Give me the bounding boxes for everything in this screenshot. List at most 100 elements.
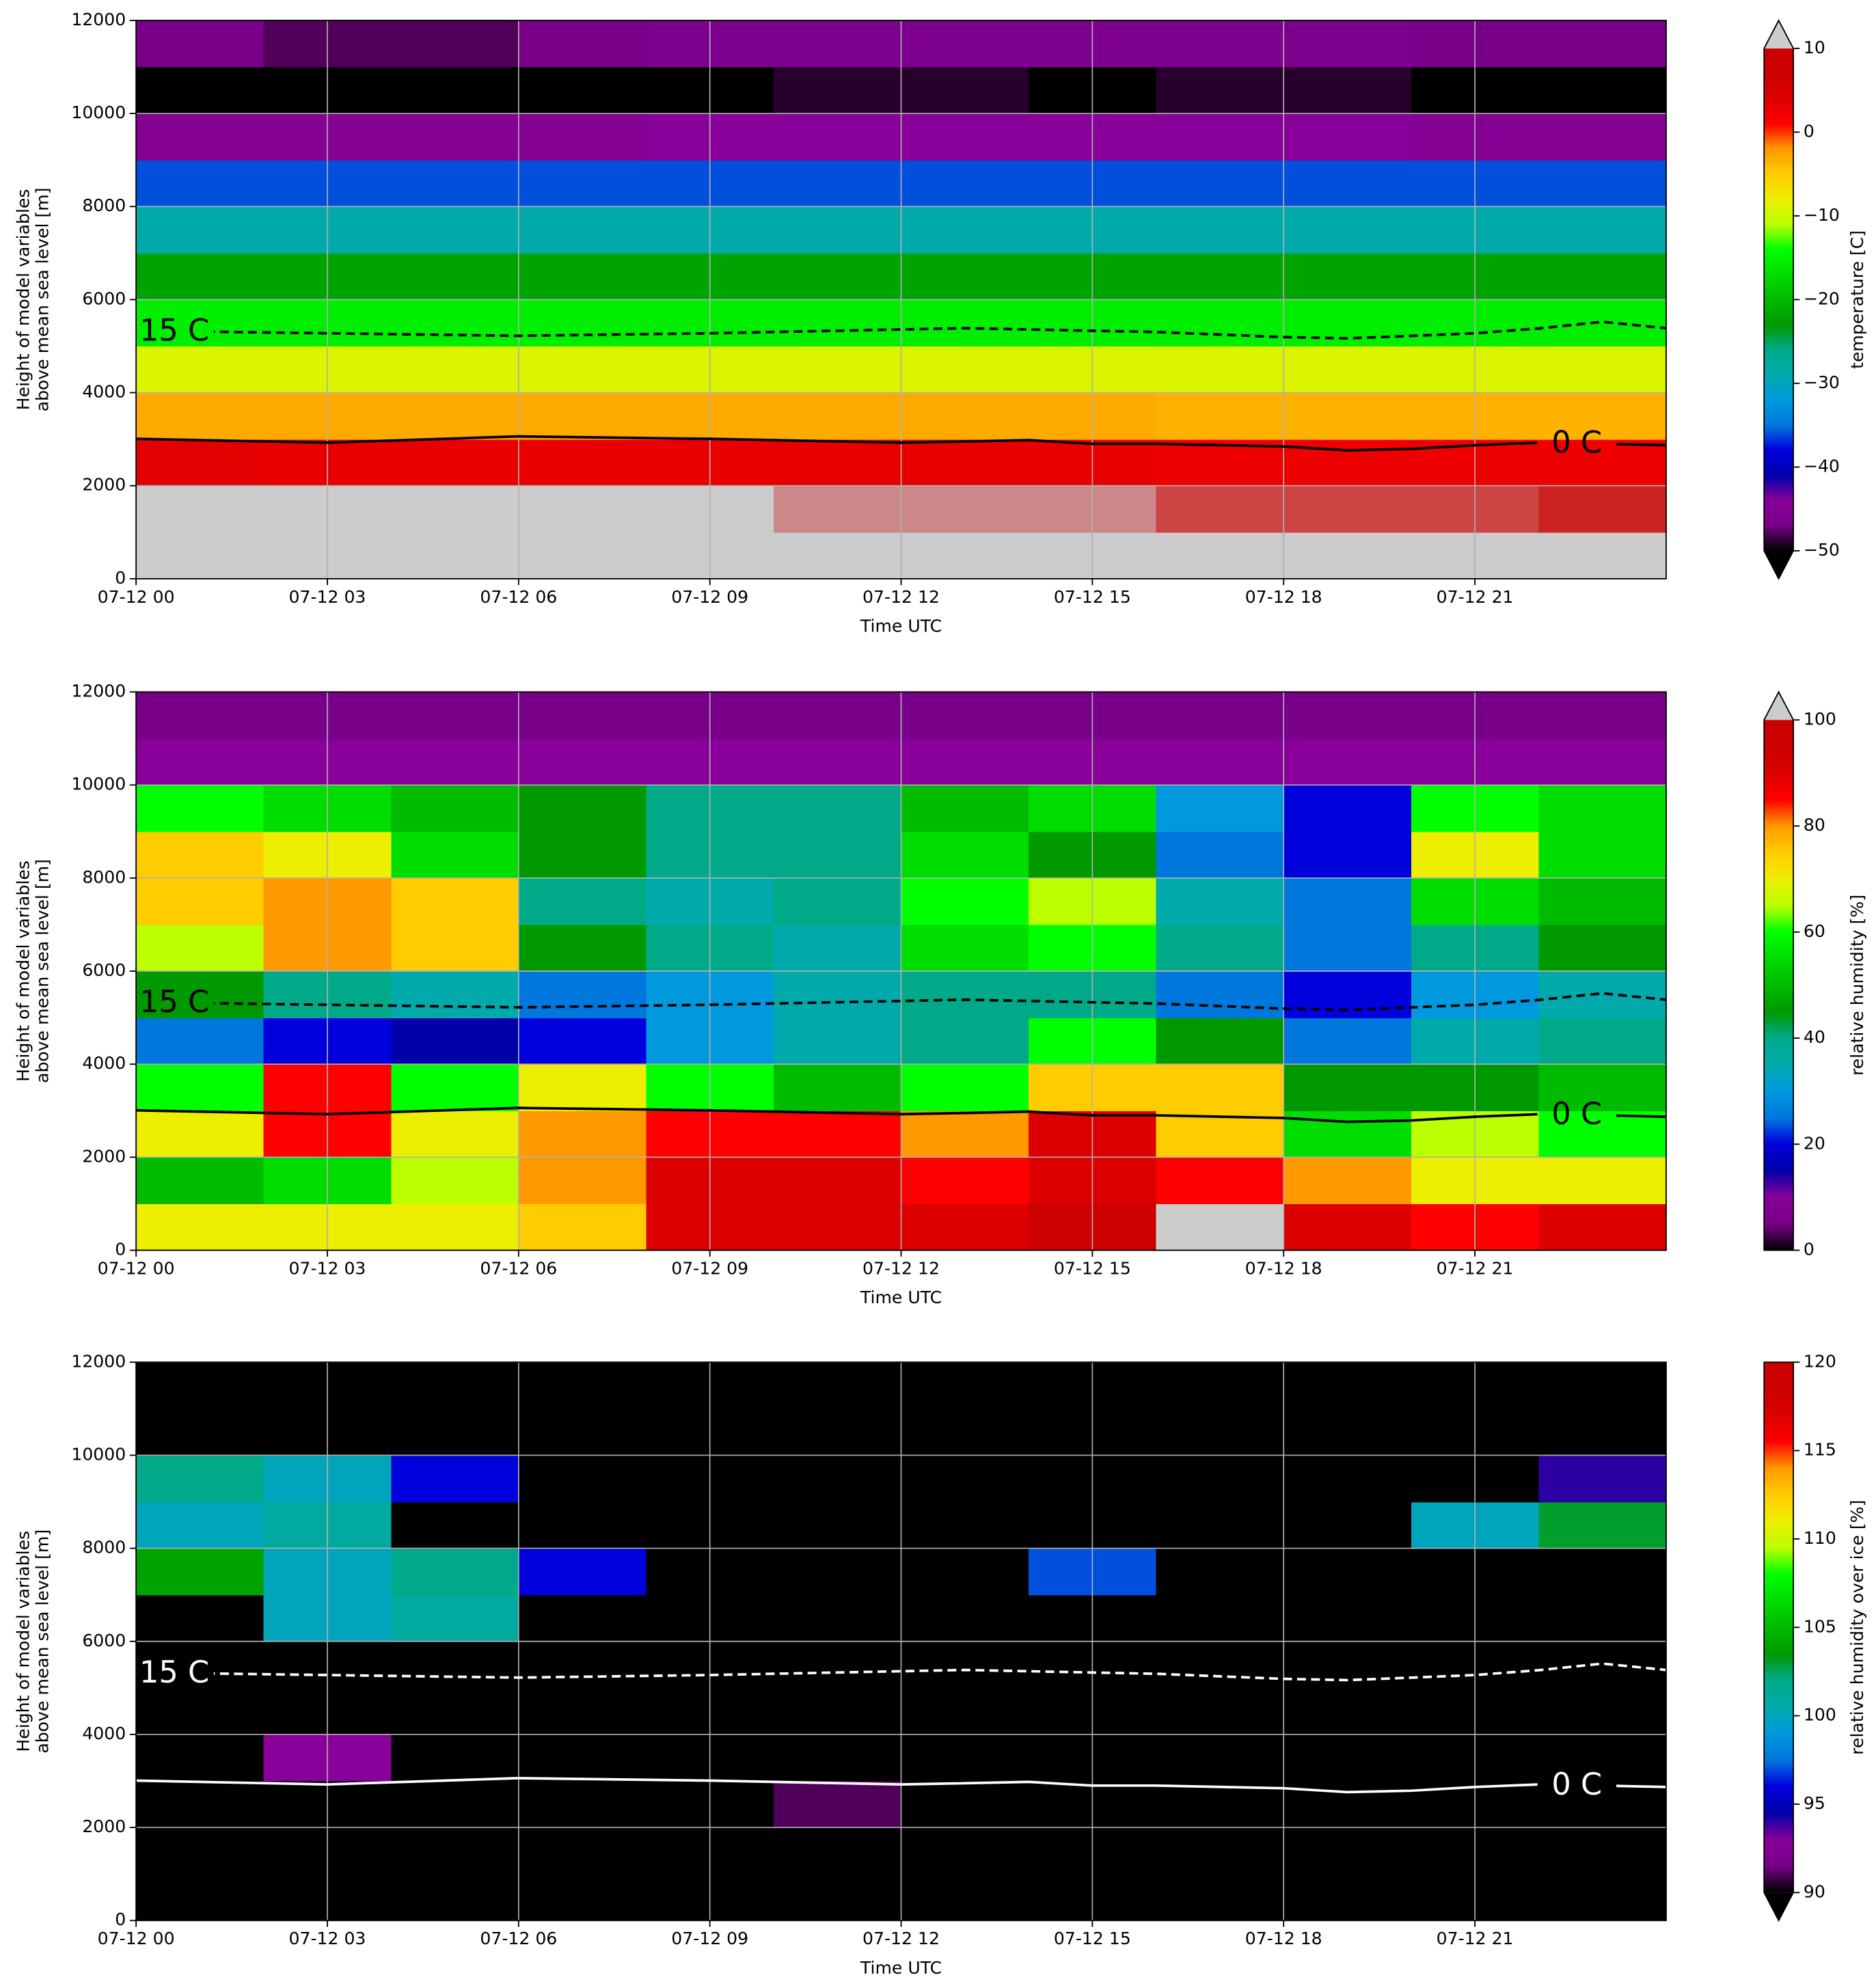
heatmap-cell (1538, 485, 1666, 533)
heatmap-cell (136, 1548, 264, 1596)
heatmap-cell (1538, 392, 1666, 440)
heatmap-cell (901, 877, 1029, 925)
heatmap-cell (1283, 532, 1412, 579)
heatmap-cell (1538, 532, 1666, 579)
y-tick-label: 6000 (82, 1631, 126, 1650)
heatmap-cell (518, 831, 647, 879)
heatmap-cell (773, 1827, 902, 1875)
heatmap-cell (1538, 113, 1666, 161)
x-tick-label: 07-12 12 (862, 1929, 940, 1948)
heatmap-cell (1156, 1018, 1284, 1065)
heatmap-cell (773, 113, 902, 161)
heatmap-cell (518, 1157, 647, 1205)
y-tick-label: 2000 (82, 475, 126, 495)
heatmap-cell (901, 1018, 1029, 1065)
heatmap-cell (136, 299, 264, 347)
heatmap-cell (1283, 253, 1412, 301)
heatmap-cell (1538, 299, 1666, 347)
x-tick-label: 07-12 21 (1437, 1929, 1514, 1948)
heatmap-cell (1283, 692, 1412, 739)
heatmap-cell (518, 1203, 647, 1251)
heatmap-cell (1538, 971, 1666, 1018)
heatmap-cell (136, 66, 264, 114)
heatmap-cell (136, 1018, 264, 1065)
colorbar-tick-label: 10 (1804, 38, 1825, 57)
heatmap-cell (901, 113, 1029, 161)
heatmap-cell (136, 346, 264, 394)
heatmap-cell (901, 253, 1029, 301)
heatmap-cell (391, 831, 519, 879)
heatmap-cell (773, 1874, 902, 1921)
panel: 0 C 15 C 07-12 00 07-12 03 07-12 06 07-12 09 0… (13, 10, 1867, 636)
colorbar-tick-label: 20 (1804, 1133, 1825, 1153)
heatmap-cell (136, 1362, 264, 1410)
heatmap-cell (1538, 253, 1666, 301)
heatmap-cell (1538, 1827, 1666, 1875)
colorbar-tick-label: 0 (1804, 121, 1814, 141)
heatmap-cell (1538, 1874, 1666, 1921)
heatmap-cell (136, 924, 264, 972)
heatmap-cell (1156, 20, 1284, 68)
heatmap-cell (1283, 1501, 1412, 1549)
heatmap-cell (773, 253, 902, 301)
heatmap-cell (1283, 924, 1412, 972)
heatmap-cell (773, 485, 902, 533)
heatmap-cell (1283, 738, 1412, 786)
heatmap-cell (1156, 113, 1284, 161)
heatmap-cell (518, 877, 647, 925)
heatmap-cell (1538, 1203, 1666, 1251)
y-tick-label: 6000 (82, 960, 126, 980)
colorbar-frame (1763, 690, 1794, 1251)
heatmap-cell (391, 20, 519, 68)
y-axis-label: Height of model variables (13, 1531, 33, 1752)
y-axis-label: Height of model variables (13, 189, 33, 411)
colorbar-label: temperature [C] (1847, 230, 1867, 369)
heatmap-cell (1538, 1157, 1666, 1205)
heatmap-cell (136, 113, 264, 161)
heatmap-cell (391, 877, 519, 925)
heatmap-cell (773, 1064, 902, 1111)
heatmap-cell (901, 1687, 1029, 1735)
y-tick-label: 12000 (71, 10, 126, 29)
heatmap-cell (901, 1064, 1029, 1111)
heatmap-cell (1283, 1408, 1412, 1456)
heatmap-cell (518, 1018, 647, 1065)
y-tick-label: 10000 (71, 103, 126, 122)
heatmap-cell (391, 299, 519, 347)
heatmap-cell (901, 924, 1029, 972)
heatmap-cell (391, 1548, 519, 1596)
heatmap-cell (136, 1641, 264, 1689)
heatmap-cell (901, 1874, 1029, 1921)
x-tick-label: 07-12 18 (1245, 1929, 1322, 1948)
heatmap-cell (136, 1781, 264, 1828)
y-tick-label: 12000 (71, 681, 126, 701)
y-tick-label: 2000 (82, 1146, 126, 1166)
heatmap-cell (1283, 1111, 1412, 1158)
x-tick-label: 07-12 03 (289, 1258, 366, 1278)
heatmap-cell (518, 392, 647, 440)
heatmap-cell (1538, 439, 1666, 487)
colorbar-frame (1763, 1361, 1794, 1922)
heatmap-cell (518, 1687, 647, 1735)
heatmap-cell (1156, 692, 1284, 739)
heatmap-cell (1156, 877, 1284, 925)
colorbar-tick-label: 90 (1804, 1881, 1825, 1901)
heatmap-cell (518, 971, 647, 1018)
x-axis-label: Time UTC (860, 616, 942, 636)
heatmap-cell (136, 532, 264, 579)
heatmap-cell (1283, 1203, 1412, 1251)
heatmap-cell (1156, 66, 1284, 114)
y-tick-label: 6000 (82, 288, 126, 308)
heatmap-cell (518, 785, 647, 832)
x-axis-label: Time UTC (860, 1288, 942, 1307)
contours (136, 992, 1666, 1124)
x-tick-label: 07-12 00 (98, 1258, 175, 1278)
heatmap-cell (1156, 1203, 1284, 1251)
heatmap-cell (518, 1827, 647, 1875)
colorbar-tick-label: −40 (1804, 456, 1840, 476)
heatmap-cell (1156, 1455, 1284, 1503)
heatmap-cell (1283, 160, 1412, 207)
heatmap-cell (1156, 206, 1284, 254)
y-tick-label: 2000 (82, 1816, 126, 1836)
colorbar-tick-label: 110 (1804, 1528, 1836, 1548)
